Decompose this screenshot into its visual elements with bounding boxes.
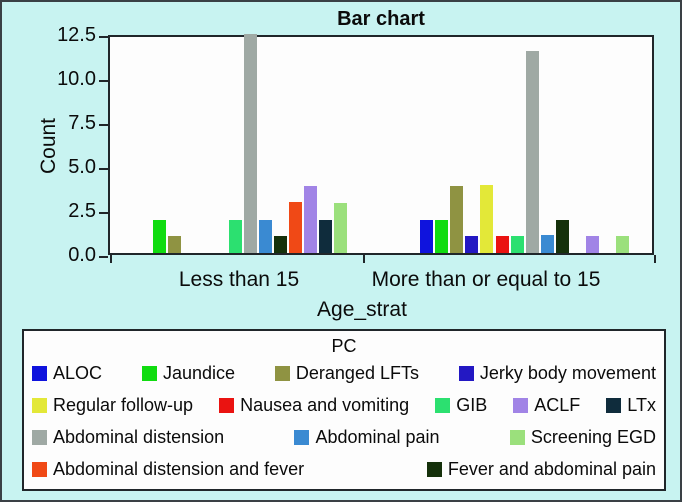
- y-tick-mark: [99, 80, 108, 82]
- legend-item-abdominal-distension: Abdominal distension: [32, 427, 224, 448]
- x-category-label-less-than-15: Less than 15: [178, 268, 300, 291]
- chart-title: Bar chart: [337, 8, 425, 30]
- bar-screening-egd-less-than-15: [334, 202, 348, 253]
- legend-item-label: ALOC: [53, 363, 103, 384]
- legend-item-label: Abdominal distension: [53, 426, 225, 447]
- bar-regular-follow-up-more-than-or-equal-to-15: [480, 185, 494, 253]
- bar-abdominal-distension-and-fever-less-than-15: [289, 201, 302, 253]
- bar-aclf-less-than-15: [304, 186, 318, 253]
- y-axis-title: Count: [37, 117, 60, 175]
- y-tick-mark: [99, 256, 108, 258]
- legend-item-label: Screening EGD: [530, 426, 656, 447]
- legend-swatch-nausea-and-vomiting: [219, 398, 235, 414]
- legend-item-gib: GIB: [435, 395, 487, 416]
- legend-box: PC ALOC Jaundice Deranged LFTs Jerky body m…: [22, 329, 666, 491]
- bar-nausea-and-vomiting-more-than-or-equal-to-15: [495, 236, 509, 253]
- legend-item-fever-and-abdominal-pain: Fever and abdominal pain: [426, 458, 656, 480]
- legend-swatch-abdominal-distension: [32, 429, 47, 445]
- x-tick-mark: [363, 255, 365, 263]
- legend-item-abdominal-pain: Abdominal pain: [294, 426, 440, 448]
- legend-swatch-fever-and-abdominal-pain: [426, 461, 442, 477]
- legend-item-jaundice: Jaundice: [141, 363, 235, 384]
- legend-item-label: GIB: [456, 395, 488, 416]
- legend-item-regular-follow-up: Regular follow-up: [32, 395, 193, 416]
- bar-deranged-lfts-more-than-or-equal-to-15: [450, 186, 464, 253]
- bar-abdominal-distension-less-than-15: [243, 33, 257, 253]
- legend-item-ltx: LTx: [606, 395, 656, 416]
- legend-item-nausea-and-vomiting: Nausea and vomiting: [219, 395, 409, 416]
- legend-swatch-aloc: [32, 366, 47, 382]
- legend-item-label: Jaundice: [162, 363, 235, 384]
- legend-row: ALOC Jaundice Deranged LFTs Jerky body move…: [32, 358, 656, 390]
- legend-item-label: Fever and abdominal pain: [447, 458, 656, 479]
- bar-jaundice-less-than-15: [153, 219, 167, 253]
- legend-swatch-ltx: [606, 398, 622, 414]
- bar-abdominal-distension-more-than-or-equal-to-15: [525, 50, 539, 253]
- bar-gib-more-than-or-equal-to-15: [510, 236, 524, 253]
- legend-item-screening-egd: Screening EGD: [509, 426, 656, 448]
- y-tick-mark: [99, 168, 108, 170]
- y-tick-label: 10.0: [57, 68, 96, 90]
- bar-abdominal-pain-less-than-15: [258, 219, 272, 253]
- y-tick-label: 5.0: [68, 156, 96, 178]
- bar-jerky-body-movement-more-than-or-equal-to-15: [465, 236, 479, 253]
- y-tick-label: 7.5: [68, 112, 96, 134]
- legend-row: Abdominal distension and fever Fever and …: [32, 453, 656, 485]
- x-tick-mark: [110, 255, 112, 263]
- legend-swatch-aclf: [513, 398, 529, 414]
- bar-aclf-more-than-or-equal-to-15: [586, 236, 600, 253]
- legend-item-label: Deranged LFTs: [295, 363, 419, 384]
- x-axis-title: Age_strat: [317, 298, 407, 321]
- legend-swatch-abdominal-distension-and-fever: [32, 461, 47, 477]
- legend-item-label: ACLF: [534, 395, 581, 416]
- legend-item-label: Nausea and vomiting: [240, 395, 410, 416]
- bar-gib-less-than-15: [228, 219, 242, 253]
- legend-item-jerky-body-movement: Jerky body movement: [458, 363, 656, 384]
- legend-swatch-screening-egd: [509, 429, 525, 445]
- legend-item-label: Abdominal pain: [315, 426, 440, 447]
- y-tick-mark: [99, 36, 108, 38]
- bar-aloc-more-than-or-equal-to-15: [420, 219, 433, 253]
- legend-item-aclf: ACLF: [513, 395, 580, 416]
- legend-row: Regular follow-up Nausea and vomiting GIB A…: [32, 390, 656, 422]
- bar-screening-egd-more-than-or-equal-to-15: [616, 236, 630, 253]
- legend-title: PC: [331, 336, 357, 356]
- legend-swatch-jerky-body-movement: [458, 366, 474, 382]
- y-tick-label: 12.5: [57, 24, 96, 46]
- y-tick-mark: [99, 212, 108, 214]
- legend-swatch-gib: [435, 398, 451, 414]
- bar-deranged-lfts-less-than-15: [168, 236, 182, 253]
- x-tick-mark: [654, 255, 656, 263]
- y-tick-label: 0.0: [68, 244, 96, 266]
- legend-item-label: Regular follow-up: [53, 395, 194, 416]
- y-tick-label: 2.5: [68, 200, 96, 222]
- x-category-label-more-than-or-equal-to-15: More than or equal to 15: [371, 268, 601, 291]
- legend-item-deranged-lfts: Deranged LFTs: [274, 363, 419, 384]
- bar-fever-and-abdominal-pain-more-than-or-equal-to-15: [555, 219, 569, 253]
- legend-row: Abdominal distension Abdominal pain Screen…: [32, 422, 656, 454]
- legend-swatch-deranged-lfts: [274, 366, 290, 382]
- legend-swatch-jaundice: [141, 366, 157, 382]
- legend-swatch-abdominal-pain: [294, 429, 310, 445]
- bar-fever-and-abdominal-pain-less-than-15: [273, 236, 287, 253]
- bar-jaundice-more-than-or-equal-to-15: [435, 219, 449, 253]
- bar-abdominal-pain-more-than-or-equal-to-15: [540, 235, 554, 253]
- legend-item-label: Jerky body movement: [479, 363, 656, 384]
- legend-item-label: Abdominal distension and fever: [53, 458, 305, 479]
- legend-item-aloc: ALOC: [32, 363, 102, 384]
- legend-swatch-regular-follow-up: [32, 398, 47, 414]
- plot-area: [99, 33, 656, 263]
- plot-canvas: [99, 33, 656, 263]
- legend-item-abdominal-distension-and-fever: Abdominal distension and fever: [32, 459, 304, 480]
- legend-item-label: LTx: [627, 395, 656, 416]
- y-tick-mark: [99, 124, 108, 126]
- bar-ltx-less-than-15: [319, 219, 333, 253]
